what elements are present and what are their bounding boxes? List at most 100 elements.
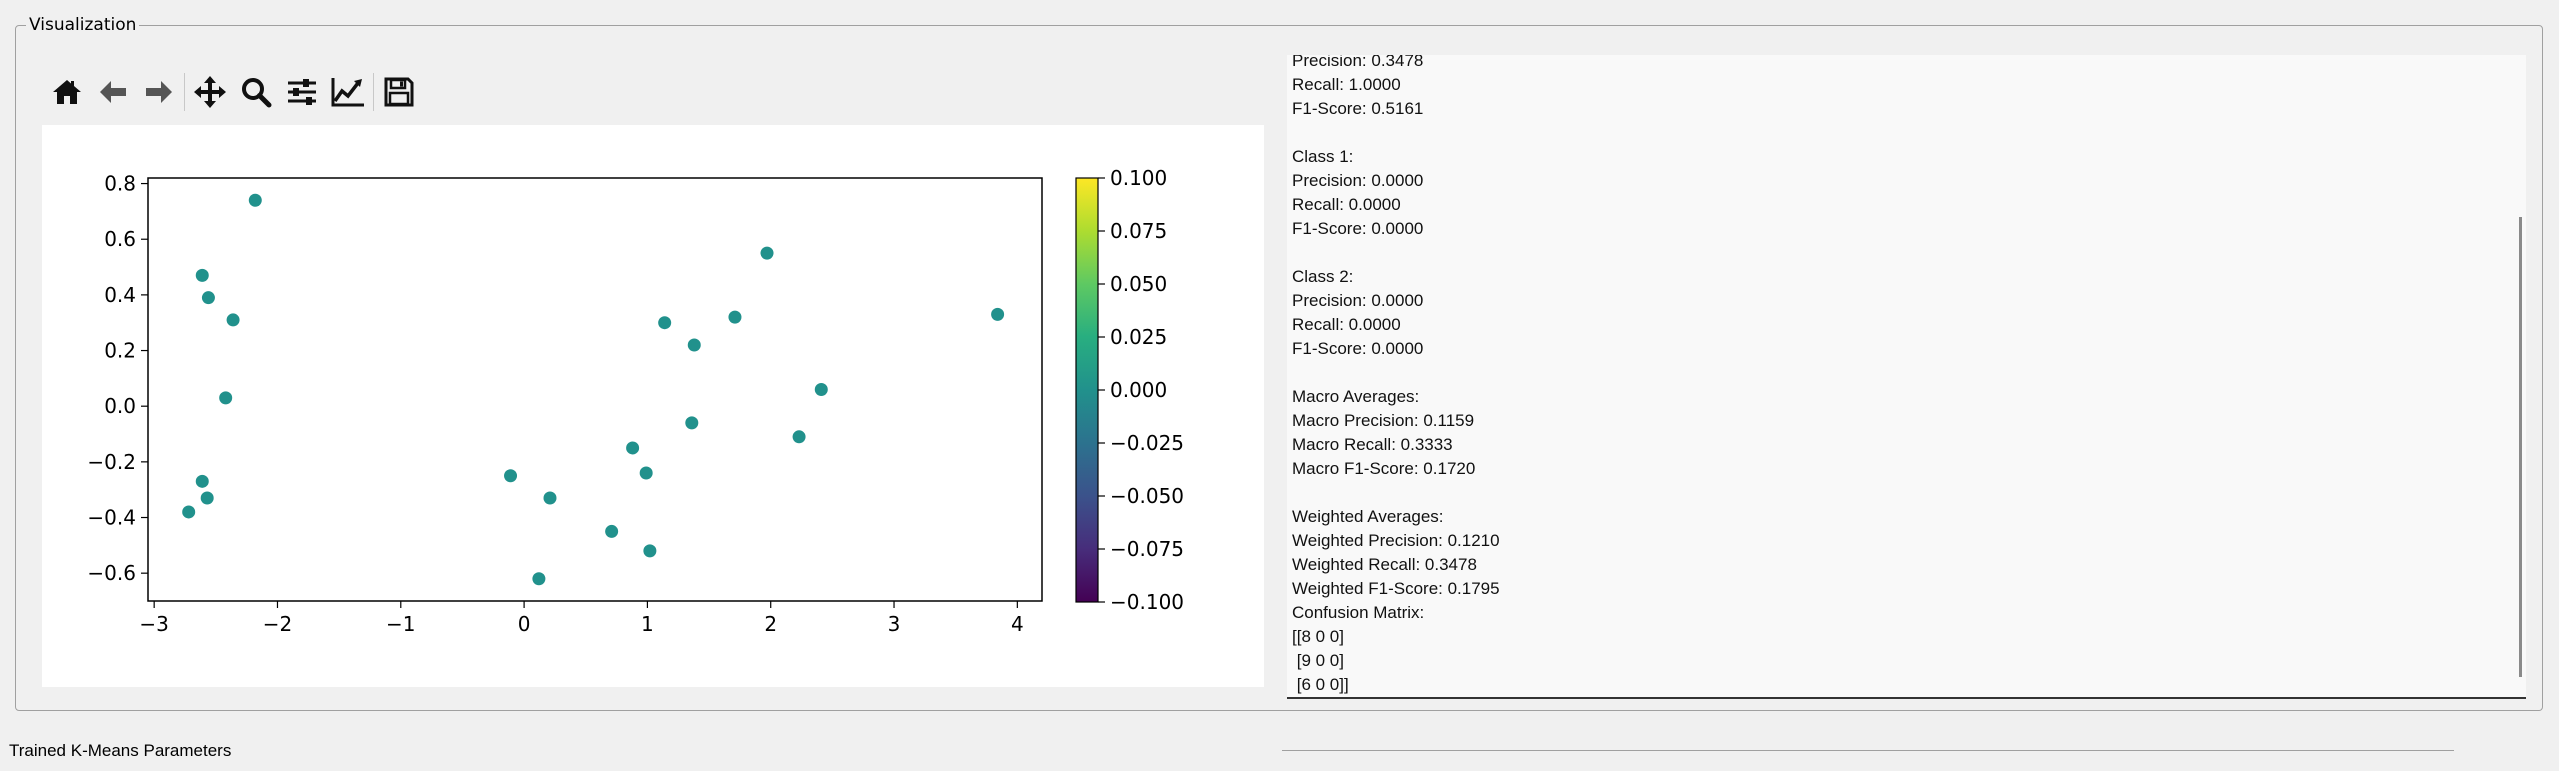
scatter-point xyxy=(685,416,699,430)
report-line: Confusion Matrix: xyxy=(1292,603,1425,622)
scatter-point xyxy=(182,505,196,519)
scatter-point xyxy=(687,338,701,352)
trained-params-label: Trained K-Means Parameters xyxy=(9,741,232,760)
group-title: Visualization xyxy=(26,15,140,35)
x-tick-label: −3 xyxy=(139,612,168,636)
scatter-point xyxy=(605,524,619,538)
scatter-point xyxy=(201,291,215,305)
report-line: Weighted F1-Score: 0.1795 xyxy=(1292,579,1500,598)
scatter-point xyxy=(504,469,518,483)
report-line: [[8 0 0] xyxy=(1292,627,1344,646)
pan-icon xyxy=(194,76,226,108)
back-arrow-icon xyxy=(100,81,126,103)
configure-subplots-button[interactable] xyxy=(279,69,325,115)
scatter-point xyxy=(226,313,240,327)
y-tick-label: 0.4 xyxy=(104,283,136,307)
report-line: [9 0 0] xyxy=(1292,651,1344,670)
y-tick-label: 0.0 xyxy=(104,394,136,418)
report-line: Weighted Precision: 0.1210 xyxy=(1292,531,1500,550)
back-button[interactable] xyxy=(90,69,136,115)
edit-axis-button[interactable] xyxy=(325,69,371,115)
report-line: Class 1: xyxy=(1292,147,1354,166)
metrics-report-text: Precision: 0.3478 Recall: 1.0000 F1-Scor… xyxy=(1292,55,1500,697)
x-tick-label: 0 xyxy=(518,612,531,636)
report-line: Macro Averages: xyxy=(1292,387,1420,406)
report-line: Macro Recall: 0.3333 xyxy=(1292,435,1453,454)
report-line: Weighted Averages: xyxy=(1292,507,1444,526)
colorbar-tick-label: 0.025 xyxy=(1110,325,1167,349)
colorbar-tick-label: −0.075 xyxy=(1110,537,1184,561)
home-button[interactable] xyxy=(44,69,90,115)
section-divider xyxy=(1282,750,2454,751)
report-scrollbar-thumb[interactable] xyxy=(2519,217,2522,677)
zoom-icon xyxy=(242,78,272,108)
scatter-point xyxy=(248,193,262,207)
report-line: Macro F1-Score: 0.1720 xyxy=(1292,459,1476,478)
scatter-point xyxy=(728,310,742,324)
scatter-point xyxy=(532,572,546,586)
toolbar-separator xyxy=(373,73,374,111)
scatter-point xyxy=(626,441,640,455)
report-line: Recall: 0.0000 xyxy=(1292,195,1401,214)
home-icon xyxy=(53,80,81,104)
forward-arrow-icon xyxy=(146,81,172,103)
scatter-point xyxy=(200,491,214,505)
y-tick-label: −0.4 xyxy=(87,506,136,530)
y-tick-label: 0.6 xyxy=(104,227,136,251)
colorbar-tick-label: −0.100 xyxy=(1110,590,1184,614)
x-tick-label: −1 xyxy=(386,612,415,636)
report-line: Recall: 0.0000 xyxy=(1292,315,1401,334)
zoom-button[interactable] xyxy=(233,69,279,115)
forward-button[interactable] xyxy=(136,69,182,115)
visualization-group xyxy=(15,25,2543,711)
x-tick-label: 4 xyxy=(1011,612,1024,636)
report-line: Recall: 1.0000 xyxy=(1292,75,1401,94)
colorbar xyxy=(1075,177,1099,603)
plot-canvas[interactable]: −3 −2 −1 0 1 2 3 4 0.8 0.6 0.4 0.2 0.0 −0.2 −0.4 −0.6 0… xyxy=(42,125,1264,687)
colorbar-tick-label: 0.075 xyxy=(1110,219,1167,243)
colorbar-tick-label: −0.050 xyxy=(1110,484,1184,508)
scatter-point xyxy=(219,391,233,405)
metrics-report-panel[interactable]: Precision: 0.3478 Recall: 1.0000 F1-Scor… xyxy=(1287,55,2526,699)
scatter-chart: −3 −2 −1 0 1 2 3 4 0.8 0.6 0.4 0.2 0.0 −0.2 −0.4 −0.6 0… xyxy=(87,166,1184,636)
plot-axes-frame xyxy=(147,177,1043,602)
report-line: F1-Score: 0.0000 xyxy=(1292,219,1424,238)
report-line: Weighted Recall: 0.3478 xyxy=(1292,555,1477,574)
colorbar-tick-label: 0.100 xyxy=(1110,166,1167,190)
scatter-point xyxy=(195,474,209,488)
report-line: Macro Precision: 0.1159 xyxy=(1292,411,1475,430)
scatter-point xyxy=(639,466,653,480)
y-tick-label: −0.2 xyxy=(87,450,136,474)
x-tick-label: 1 xyxy=(641,612,654,636)
scatter-point xyxy=(195,268,209,282)
scatter-point xyxy=(814,383,828,396)
scatter-point xyxy=(658,316,672,330)
x-tick-label: 2 xyxy=(764,612,777,636)
toolbar-separator xyxy=(184,73,185,111)
scatter-point xyxy=(643,544,657,558)
save-icon xyxy=(384,77,414,107)
edit-axis-icon xyxy=(331,78,364,107)
report-line: Precision: 0.0000 xyxy=(1292,171,1424,190)
scatter-point xyxy=(760,246,774,260)
plot-toolbar xyxy=(44,66,422,118)
x-tick-label: 3 xyxy=(888,612,901,636)
pan-button[interactable] xyxy=(187,69,233,115)
report-line: Class 2: xyxy=(1292,267,1354,286)
colorbar-tick-label: 0.000 xyxy=(1110,378,1167,402)
scatter-point xyxy=(991,307,1005,321)
scatter-point xyxy=(792,430,806,444)
save-figure-button[interactable] xyxy=(376,69,422,115)
report-line: [6 0 0]] xyxy=(1292,675,1349,694)
report-line: F1-Score: 0.0000 xyxy=(1292,339,1424,358)
report-line: Precision: 0.0000 xyxy=(1292,291,1424,310)
report-scrollbar[interactable] xyxy=(2519,55,2522,697)
y-tick-label: 0.8 xyxy=(104,172,136,196)
y-tick-label: −0.6 xyxy=(87,561,136,585)
y-tick-label: 0.2 xyxy=(104,339,136,363)
report-line: Precision: 0.3478 xyxy=(1292,55,1424,70)
x-tick-label: −2 xyxy=(263,612,292,636)
configure-subplots-icon xyxy=(288,79,316,105)
colorbar-tick-label: −0.025 xyxy=(1110,431,1184,455)
report-line: F1-Score: 0.5161 xyxy=(1292,99,1424,118)
